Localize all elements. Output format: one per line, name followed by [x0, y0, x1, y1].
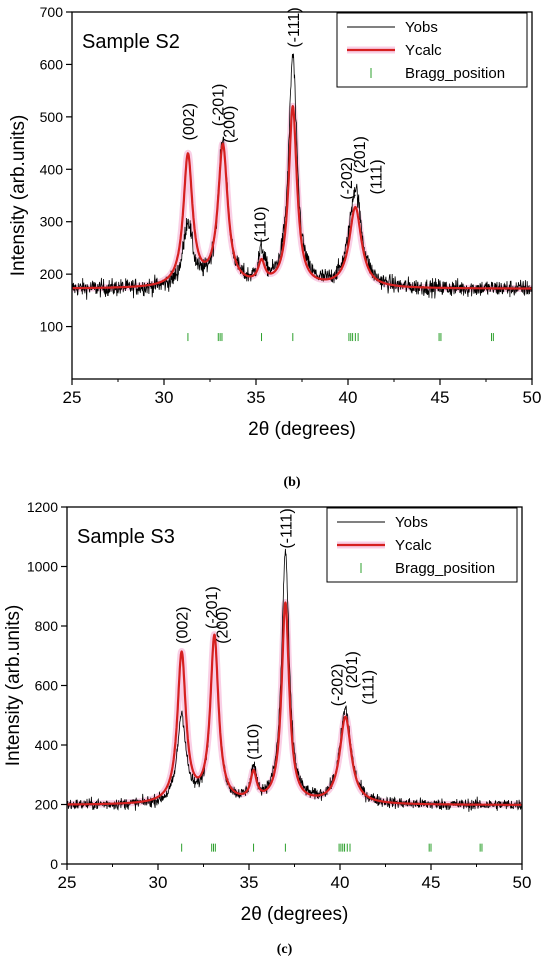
y-axis-label: Intensity (arb.units): [8, 115, 29, 277]
peak-label: (-111): [286, 7, 303, 47]
ycalc-glow: [67, 599, 522, 809]
y-tick-label: 400: [35, 737, 59, 753]
peak-label: (-201): [210, 84, 227, 127]
peak-label: (111): [369, 159, 386, 194]
x-tick-label: 35: [247, 388, 266, 407]
peak-label: (111): [360, 670, 377, 705]
y-tick-label: 1200: [27, 499, 58, 515]
plot-area: [67, 548, 522, 812]
y-tick-label: 700: [40, 4, 64, 20]
x-tick-label: 25: [58, 873, 77, 892]
legend-label: Ycalc: [395, 537, 432, 554]
panel-caption: (c): [277, 942, 293, 957]
y-tick-label: 500: [40, 109, 64, 125]
y-tick-label: 300: [40, 214, 64, 230]
series-yobs-line: [67, 548, 522, 812]
y-tick-label: 200: [40, 266, 64, 282]
peak-label: (002): [181, 103, 198, 140]
peak-label: (-202): [329, 664, 346, 707]
legend-label: Yobs: [395, 514, 428, 531]
peak-label: (200): [221, 106, 238, 143]
series-ycalc-line: [67, 601, 522, 806]
panel-caption: (b): [283, 475, 300, 490]
y-tick-label: 100: [40, 319, 64, 335]
legend-label: Yobs: [405, 19, 438, 36]
y-tick-label: 200: [35, 797, 59, 813]
x-tick-label: 45: [431, 388, 450, 407]
x-tick-label: 40: [339, 388, 358, 407]
peak-label: (-201): [204, 586, 221, 629]
peak-label: (110): [246, 724, 263, 760]
peak-label: (-202): [339, 157, 356, 200]
x-axis-label: 2θ (degrees): [248, 419, 356, 440]
x-tick-label: 50: [523, 388, 542, 407]
legend: Yobs Ycalc Bragg_position: [326, 507, 518, 583]
peak-label: (110): [253, 207, 270, 243]
y-tick-label: 400: [40, 161, 64, 177]
legend-label: Bragg_position: [395, 560, 495, 577]
peak-label: (201): [352, 136, 369, 173]
peak-label: (-111): [278, 508, 295, 548]
series-yobs-line: [72, 53, 532, 300]
chart-panel-c: 25 30 35 40 45 50 0 200 400 600 800 1000 1200 2θ (deg…: [3, 499, 531, 957]
sample-annotation: Sample S3: [77, 526, 175, 548]
ycalc-glow: [72, 102, 532, 292]
y-tick-label: 600: [35, 678, 59, 694]
legend: Yobs Ycalc Bragg_position: [336, 12, 528, 88]
x-tick-label: 45: [422, 873, 441, 892]
y-tick-label: 800: [35, 618, 59, 634]
y-tick-label: 600: [40, 56, 64, 72]
peak-label: (200): [215, 606, 232, 643]
legend-label: Bragg_position: [405, 65, 505, 82]
y-axis-label: Intensity (arb.units): [3, 605, 24, 767]
x-tick-label: 35: [240, 873, 259, 892]
x-tick-label: 30: [149, 873, 168, 892]
x-tick-label: 40: [331, 873, 350, 892]
peak-label: (201): [344, 651, 361, 688]
peak-label: (002): [175, 606, 192, 643]
y-tick-label: 1000: [27, 559, 58, 575]
x-tick-label: 50: [513, 873, 532, 892]
y-tick-label: 0: [50, 856, 58, 872]
x-tick-label: 25: [63, 388, 82, 407]
series-ycalc-line: [72, 105, 532, 290]
sample-annotation: Sample S2: [82, 31, 180, 53]
plot-area: [72, 53, 532, 300]
x-tick-label: 30: [155, 388, 174, 407]
chart-panel-b: 25 30 35 40 45 50 100 200 300 400 500 600 700 2θ (deg…: [8, 4, 541, 490]
legend-label: Ycalc: [405, 42, 442, 59]
x-axis-label: 2θ (degrees): [241, 904, 349, 925]
